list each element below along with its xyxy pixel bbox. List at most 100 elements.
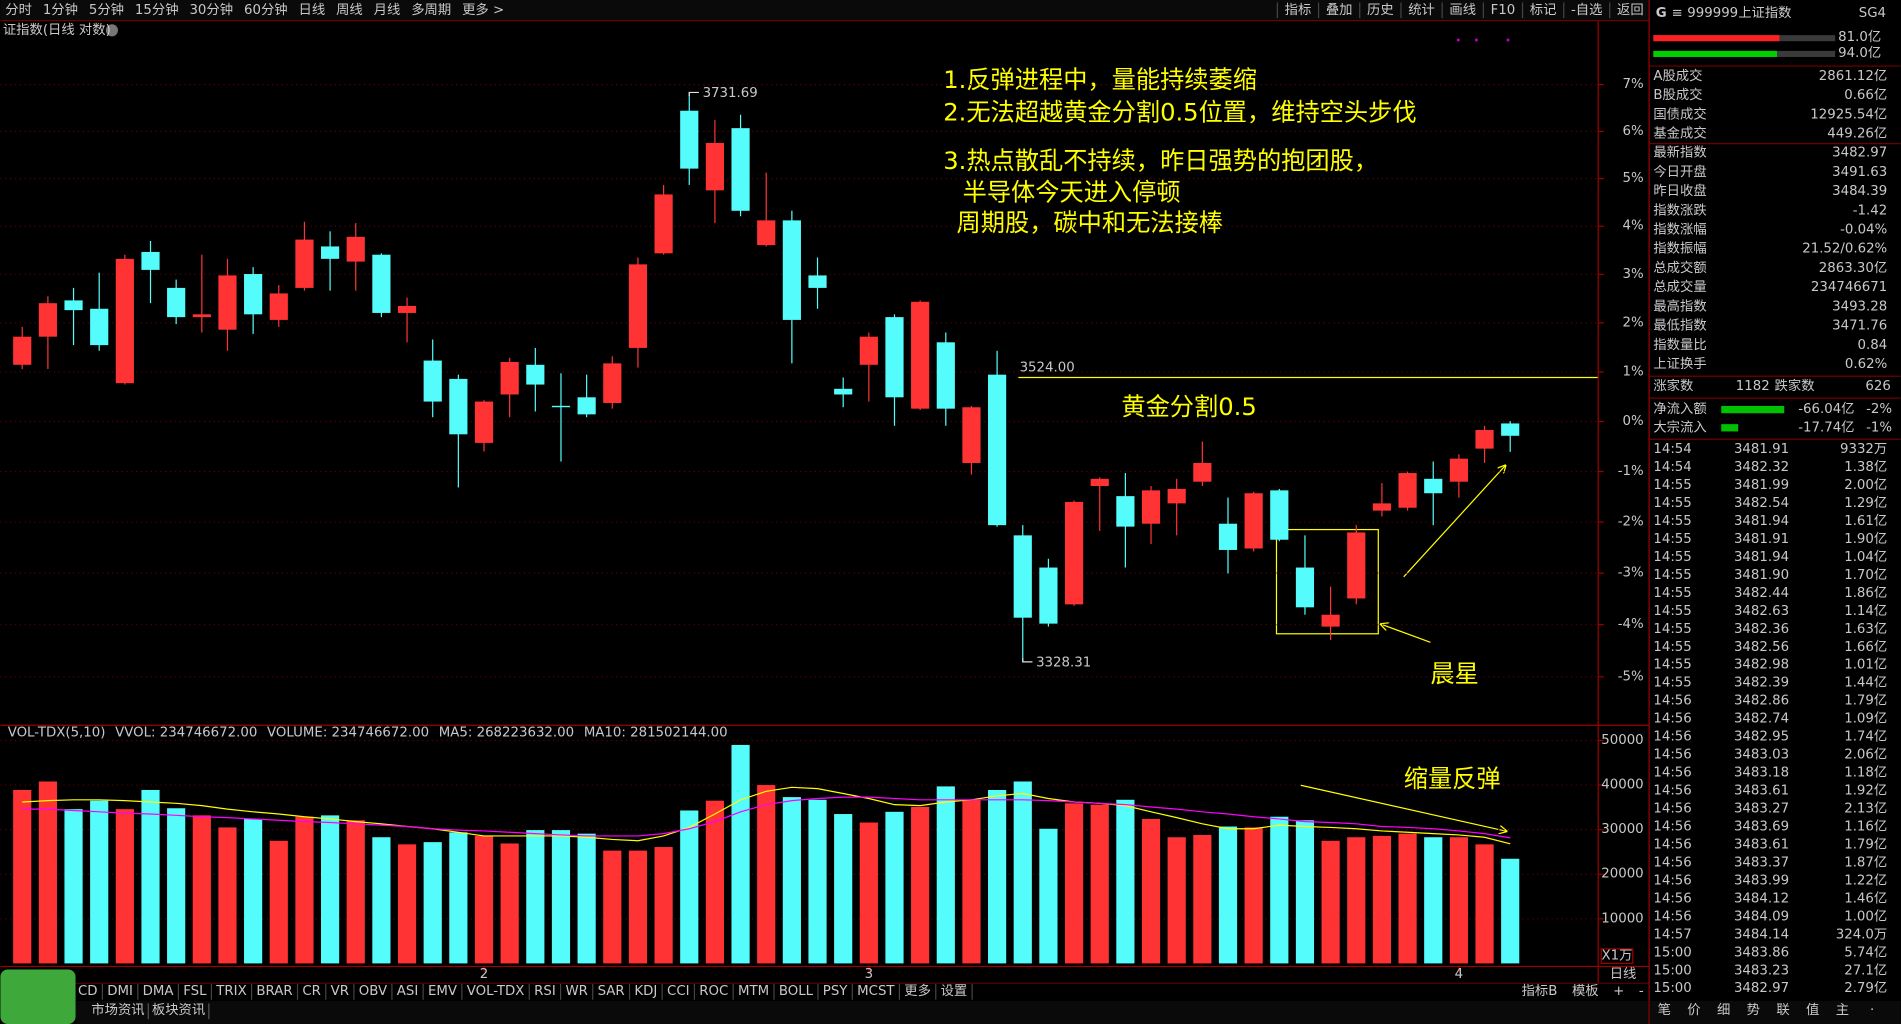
indicator-tab[interactable]: PSY xyxy=(823,984,848,999)
tool-button[interactable]: 画线 xyxy=(1449,2,1476,18)
trade-volume: 1.04亿 xyxy=(1844,549,1887,565)
period-tab[interactable]: 月线 xyxy=(374,2,401,18)
tool-button[interactable]: 标记 xyxy=(1530,2,1557,18)
indicator-tab[interactable]: OBV xyxy=(359,984,387,999)
indicator-tab[interactable]: BOLL xyxy=(779,984,814,999)
template-tab[interactable]: 指标B xyxy=(1522,983,1558,999)
side-tab[interactable]: 主 xyxy=(1836,1002,1849,1018)
volume-bar xyxy=(1116,799,1135,964)
indicator-tab[interactable]: CR xyxy=(302,984,321,999)
side-tab[interactable]: 笔 xyxy=(1658,1002,1671,1018)
quote-label: 昨日收盘 xyxy=(1653,182,1706,199)
tool-button[interactable]: 返回 xyxy=(1617,2,1644,18)
tool-button[interactable]: -自选 xyxy=(1571,2,1602,18)
indicator-tab[interactable]: VR xyxy=(331,984,349,999)
tool-button[interactable]: 统计 xyxy=(1408,2,1435,18)
trade-volume: 1.14亿 xyxy=(1844,603,1887,619)
news-tab[interactable]: 市场资讯 xyxy=(91,1001,144,1018)
trade-volume: 1.00亿 xyxy=(1844,908,1887,924)
period-tab[interactable]: 周线 xyxy=(336,2,363,18)
tool-button[interactable]: F10 xyxy=(1491,3,1516,18)
indicator-tab[interactable]: FSL xyxy=(183,984,207,999)
indicator-tab[interactable]: EMV xyxy=(428,984,457,999)
tool-button[interactable]: 叠加 xyxy=(1326,2,1353,18)
indicator-tab[interactable]: CD xyxy=(78,984,98,999)
bar-value: 81.0亿 xyxy=(1838,29,1881,45)
indicator-tab[interactable]: VOL-TDX xyxy=(467,984,525,999)
side-tab[interactable]: 联 xyxy=(1776,1002,1789,1018)
trade-volume: 2.06亿 xyxy=(1844,747,1887,763)
volume-bar xyxy=(141,789,160,964)
period-tab[interactable]: 1分钟 xyxy=(43,1,78,18)
trade-price: 3483.27 xyxy=(1734,802,1789,817)
candle-body xyxy=(603,363,622,403)
indicator-tab[interactable]: RSI xyxy=(534,984,556,999)
indicator-tab[interactable]: 更多 xyxy=(904,982,931,999)
candle-body xyxy=(988,374,1007,526)
trade-time: 14:55 xyxy=(1653,604,1691,619)
y-tick-label: 20000 xyxy=(1601,867,1643,882)
title-icon[interactable] xyxy=(105,24,118,37)
trade-volume: 1.92亿 xyxy=(1844,783,1887,799)
candle-body xyxy=(1475,430,1494,449)
indicator-tab[interactable]: 设置 xyxy=(941,983,968,999)
y-tick-label: 10000 xyxy=(1601,911,1643,926)
note: 半导体今天进入停顿 xyxy=(963,179,1181,207)
volume-bar xyxy=(1501,858,1520,964)
indicator-tab[interactable]: WR xyxy=(565,984,587,999)
trade-time: 15:00 xyxy=(1653,963,1691,978)
indicator-tab[interactable]: TRIX xyxy=(215,984,246,999)
buy-bar xyxy=(1653,35,1780,42)
flow-value: -17.74亿 xyxy=(1798,419,1854,435)
trade-volume: 1.63亿 xyxy=(1844,621,1887,637)
x-tick-label: 4 xyxy=(1455,967,1463,982)
news-tab[interactable]: 板块资讯 xyxy=(152,1002,205,1018)
y-tick-label: 6% xyxy=(1623,124,1644,139)
volume-bar xyxy=(13,789,32,964)
tool-button[interactable]: 历史 xyxy=(1367,2,1394,18)
side-tab-bar xyxy=(1649,1000,1901,1024)
flow-label: 净流入额 xyxy=(1653,401,1706,417)
indicator-tab[interactable]: CCI xyxy=(667,984,690,999)
candle-body xyxy=(782,220,801,320)
indicator-tab[interactable]: MCST xyxy=(857,984,895,999)
trade-time: 14:56 xyxy=(1653,873,1691,888)
side-tab[interactable]: 细 xyxy=(1717,1002,1730,1018)
side-tab[interactable]: 价 xyxy=(1687,1003,1700,1018)
side-tab[interactable]: 值 xyxy=(1806,1002,1819,1018)
candle-body xyxy=(1218,523,1238,550)
indicator-tab[interactable]: BRAR xyxy=(256,984,292,999)
volume-bar xyxy=(808,799,827,964)
candle-body xyxy=(474,401,494,443)
side-tab[interactable]: 势 xyxy=(1747,1002,1760,1018)
template-tab[interactable]: - xyxy=(1639,984,1644,999)
indicator-tab[interactable]: ROC xyxy=(699,984,728,999)
indicator-tab[interactable]: KDJ xyxy=(634,984,657,999)
side-tab[interactable]: · xyxy=(1870,1003,1874,1018)
period-tab[interactable]: 多周期 xyxy=(411,1,451,18)
period-tab[interactable]: 30分钟 xyxy=(189,1,233,18)
period-tab[interactable]: 分时 xyxy=(5,2,32,18)
trade-volume: 2.79亿 xyxy=(1844,980,1887,996)
indicator-tab[interactable]: MTM xyxy=(738,984,769,999)
indicator-tab[interactable]: ASI xyxy=(397,984,419,999)
template-tab[interactable]: + xyxy=(1613,984,1624,999)
period-tab[interactable]: 15分钟 xyxy=(135,1,179,18)
indicator-tab[interactable]: SAR xyxy=(598,984,625,999)
period-tab[interactable]: 5分钟 xyxy=(89,1,124,18)
indicator-tab[interactable]: DMA xyxy=(143,984,174,999)
trade-time: 14:56 xyxy=(1653,748,1691,763)
tool-button[interactable]: 指标 xyxy=(1285,2,1312,18)
period-tab[interactable]: 日线 xyxy=(299,2,326,18)
app-icon[interactable] xyxy=(0,969,76,1024)
trade-volume: 324.0万 xyxy=(1836,927,1887,942)
candle-body xyxy=(1193,462,1212,482)
indicator-tab[interactable]: DMI xyxy=(107,984,133,999)
period-tab[interactable]: 60分钟 xyxy=(244,1,288,18)
period-tab[interactable]: 更多 > xyxy=(462,1,504,18)
candle-body xyxy=(705,142,724,191)
flow-bar xyxy=(1721,405,1785,414)
candle-body xyxy=(346,236,365,262)
template-tab[interactable]: 模板 xyxy=(1572,983,1599,999)
volume-bar xyxy=(885,811,904,964)
